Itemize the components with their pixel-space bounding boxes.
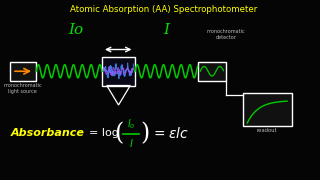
Text: $\mathit{I}$: $\mathit{I}$ [129,137,134,149]
Text: Io: Io [68,23,83,37]
Bar [243,93,292,126]
Bar [198,62,226,81]
Text: Absorbance: Absorbance [11,129,85,138]
Text: readout: readout [256,127,277,132]
Text: = log: = log [89,129,118,138]
Text: ): ) [140,122,150,145]
Text: I: I [163,23,169,37]
Bar [10,62,36,81]
Text: monochromatic
light source: monochromatic light source [4,82,42,94]
Bar [102,57,135,86]
Text: (: ( [114,122,123,145]
Text: Atomic Absorption (AA) Spectrophotometer: Atomic Absorption (AA) Spectrophotometer [69,4,257,14]
Text: $=\varepsilon lc$: $=\varepsilon lc$ [151,126,188,141]
Text: $\mathit{I_o}$: $\mathit{I_o}$ [127,118,136,131]
Text: monochromatic
detector: monochromatic detector [207,28,245,40]
